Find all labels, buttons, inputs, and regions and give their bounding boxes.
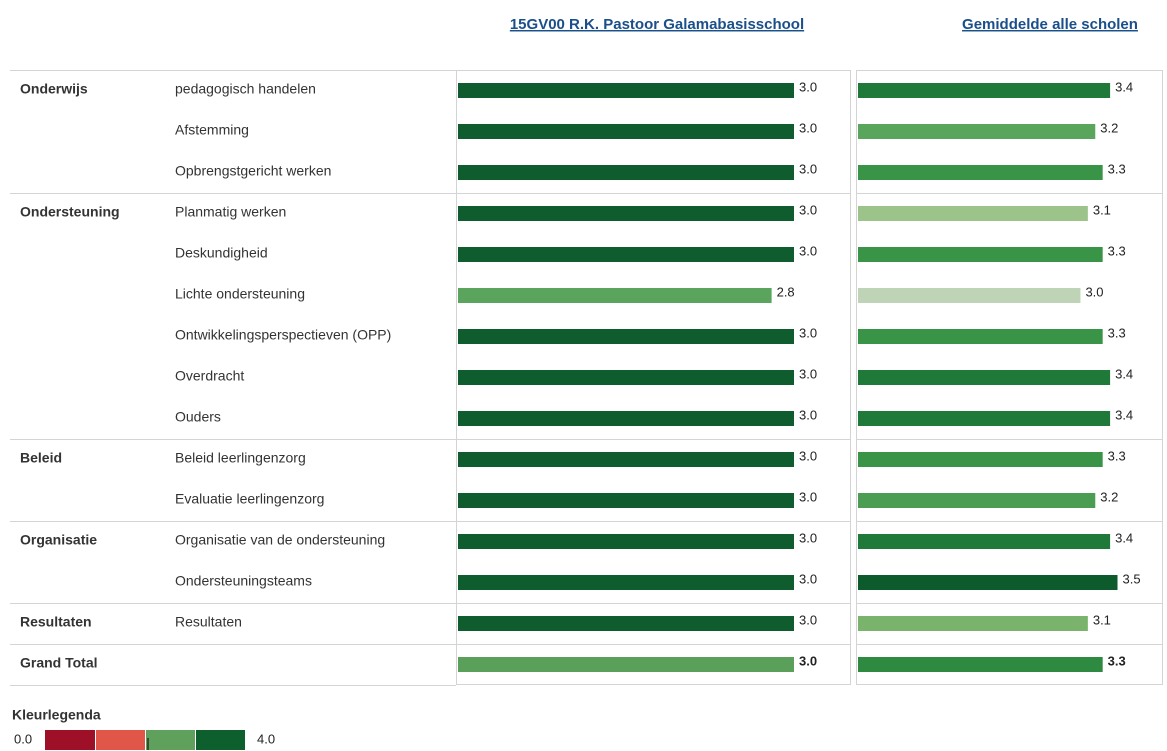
category-label: Ondersteuningsteams <box>175 573 312 589</box>
bar <box>458 247 794 262</box>
value-label: 3.0 <box>799 571 817 586</box>
bar <box>458 329 794 344</box>
value-label: 3.3 <box>1108 161 1126 176</box>
value-label: 3.0 <box>799 243 817 258</box>
value-label: 3.3 <box>1108 448 1126 463</box>
value-label: 3.2 <box>1100 120 1118 135</box>
value-label: 3.0 <box>799 530 817 545</box>
bar <box>858 124 1096 139</box>
group-label: Grand Total <box>20 655 98 671</box>
category-label: Lichte ondersteuning <box>175 286 305 302</box>
bar <box>458 493 794 508</box>
value-label: 3.4 <box>1115 407 1133 422</box>
bar <box>858 206 1088 221</box>
value-label: 3.0 <box>799 161 817 176</box>
value-label: 2.8 <box>777 284 795 299</box>
school-title[interactable]: 15GV00 R.K. Pastoor Galamabasisschool <box>510 16 804 33</box>
category-label: Beleid leerlingenzorg <box>175 450 306 466</box>
value-label: 3.1 <box>1093 612 1111 627</box>
group-label: Resultaten <box>20 614 92 630</box>
value-label: 3.0 <box>799 448 817 463</box>
panel-border <box>856 70 1163 685</box>
bar <box>858 411 1111 426</box>
legend-swatch <box>45 730 95 750</box>
value-label: 3.0 <box>799 407 817 422</box>
bar <box>858 329 1103 344</box>
bar <box>458 411 794 426</box>
value-label: 3.0 <box>1085 284 1103 299</box>
bar <box>858 165 1103 180</box>
bar <box>858 575 1118 590</box>
value-label: 3.0 <box>799 325 817 340</box>
value-label: 3.0 <box>799 612 817 627</box>
legend-swatch <box>196 730 245 750</box>
legend-max: 4.0 <box>257 731 275 746</box>
bar <box>458 206 794 221</box>
value-label: 3.0 <box>799 79 817 94</box>
value-label: 3.3 <box>1108 653 1126 668</box>
bar <box>458 83 794 98</box>
bar <box>858 534 1111 549</box>
bar <box>458 370 794 385</box>
bar <box>858 452 1103 467</box>
bar <box>858 493 1096 508</box>
group-label: Ondersteuning <box>20 204 120 220</box>
bar <box>458 657 794 672</box>
category-label: Opbrengstgericht werken <box>175 163 331 179</box>
bar <box>458 288 772 303</box>
bar <box>858 247 1103 262</box>
category-label: Overdracht <box>175 368 244 384</box>
value-label: 3.5 <box>1123 571 1141 586</box>
value-label: 3.3 <box>1108 243 1126 258</box>
bar <box>858 657 1103 672</box>
category-label: Resultaten <box>175 614 242 630</box>
category-label: Ontwikkelingsperspectieven (OPP) <box>175 327 391 343</box>
bar <box>458 124 794 139</box>
average-title[interactable]: Gemiddelde alle scholen <box>962 16 1138 33</box>
bar <box>458 165 794 180</box>
legend-title: Kleurlegenda <box>12 707 101 723</box>
category-label: Afstemming <box>175 122 249 138</box>
value-label: 3.4 <box>1115 79 1133 94</box>
group-label: Onderwijs <box>20 81 88 97</box>
value-label: 3.4 <box>1115 530 1133 545</box>
legend-min: 0.0 <box>14 731 32 746</box>
legend-swatch <box>146 730 195 750</box>
legend-swatch <box>96 730 145 750</box>
value-label: 3.3 <box>1108 325 1126 340</box>
value-label: 3.0 <box>799 202 817 217</box>
value-label: 3.0 <box>799 489 817 504</box>
panel-border <box>456 70 851 685</box>
bar <box>458 452 794 467</box>
category-label: Planmatig werken <box>175 204 286 220</box>
bar <box>458 534 794 549</box>
category-label: Deskundigheid <box>175 245 268 261</box>
value-label: 3.0 <box>799 653 817 668</box>
value-label: 3.0 <box>799 366 817 381</box>
bar <box>458 616 794 631</box>
bar <box>858 83 1111 98</box>
group-label: Organisatie <box>20 532 97 548</box>
category-label: Ouders <box>175 409 221 425</box>
bar <box>858 616 1088 631</box>
category-label: Organisatie van de ondersteuning <box>175 532 385 548</box>
category-label: Evaluatie leerlingenzorg <box>175 491 324 507</box>
bar <box>458 575 794 590</box>
value-label: 3.0 <box>799 120 817 135</box>
category-label: pedagogisch handelen <box>175 81 316 97</box>
value-label: 3.1 <box>1093 202 1111 217</box>
value-label: 3.2 <box>1100 489 1118 504</box>
bar <box>858 370 1111 385</box>
bar <box>858 288 1081 303</box>
value-label: 3.4 <box>1115 366 1133 381</box>
group-label: Beleid <box>20 450 62 466</box>
